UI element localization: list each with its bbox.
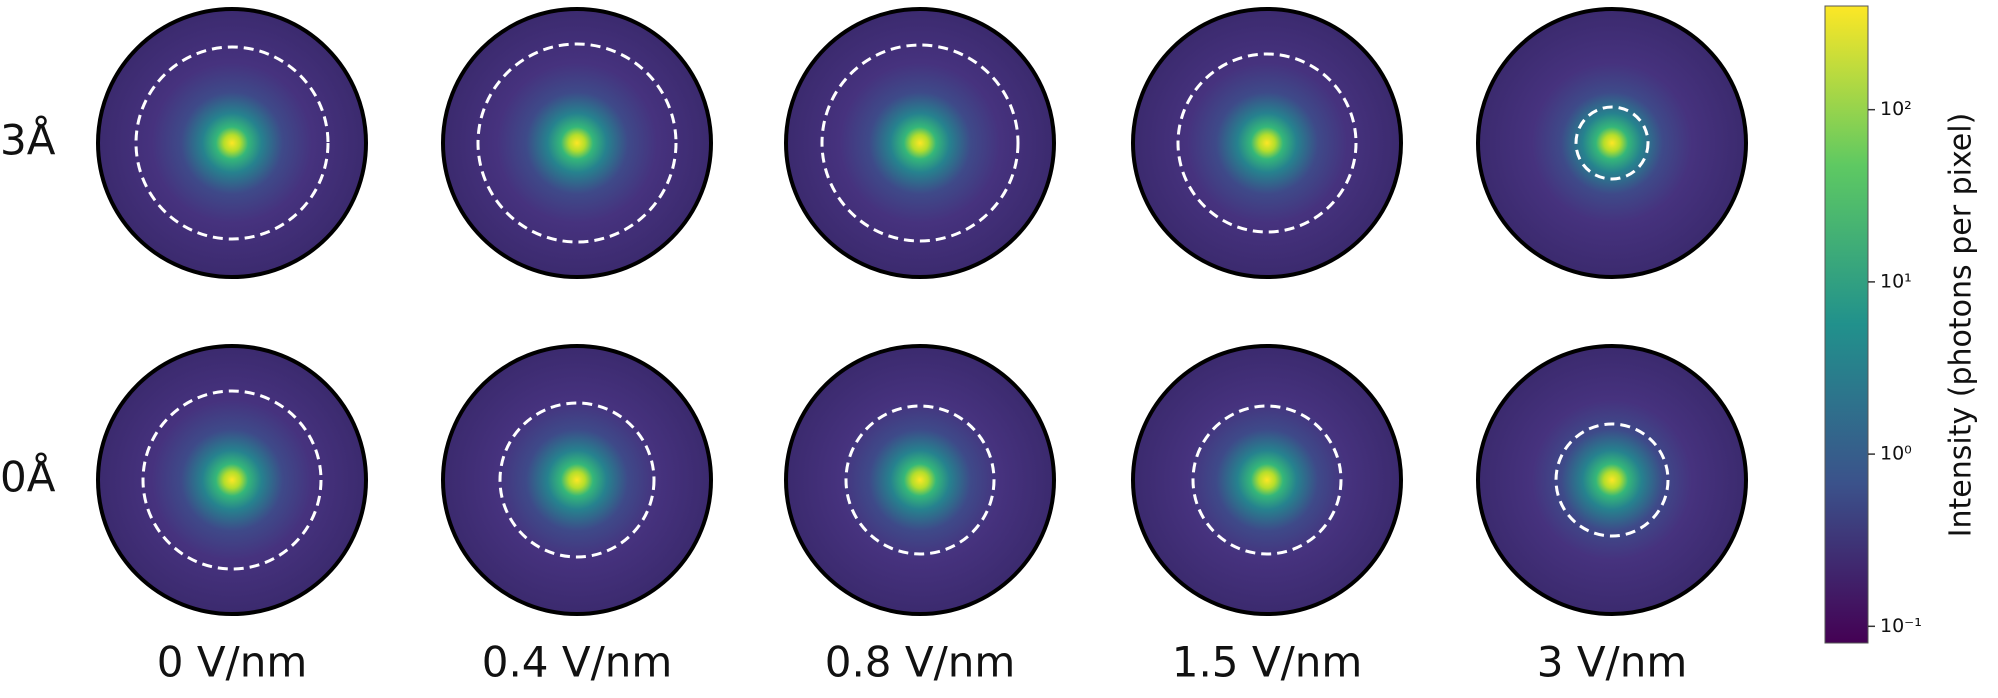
- resolution-ring: [1191, 404, 1343, 556]
- resolution-ring: [141, 389, 323, 571]
- diffraction-image: [1476, 344, 1748, 616]
- resolution-ring: [498, 401, 656, 559]
- resolution-ring: [1554, 422, 1670, 538]
- column-label: 0.4 V/nm: [482, 638, 673, 687]
- resolution-ring: [476, 42, 678, 244]
- diffraction-image: [784, 344, 1056, 616]
- diffraction-image: [441, 7, 713, 279]
- column-label: 0 V/nm: [157, 638, 308, 687]
- column-label: 1.5 V/nm: [1172, 638, 1363, 687]
- colorbar: [1824, 5, 1869, 644]
- diffraction-image: [1131, 344, 1403, 616]
- colorbar-label: Intensity (photons per pixel): [1944, 113, 1979, 538]
- diffraction-image: [441, 344, 713, 616]
- diffraction-image: [784, 7, 1056, 279]
- diffraction-image: [1476, 7, 1748, 279]
- diffraction-image: [1131, 7, 1403, 279]
- resolution-ring: [844, 404, 996, 556]
- colorbar-tick-label: 10⁻¹: [1880, 615, 1922, 637]
- diffraction-image: [96, 344, 368, 616]
- resolution-ring: [1176, 52, 1358, 234]
- colorbar-tick-label: 10⁰: [1880, 443, 1912, 465]
- column-label: 0.8 V/nm: [825, 638, 1016, 687]
- row-label: 3Å: [0, 115, 56, 165]
- resolution-ring: [134, 45, 330, 241]
- colorbar-tick-label: 10²: [1880, 98, 1912, 120]
- resolution-ring: [820, 43, 1020, 243]
- column-label: 3 V/nm: [1537, 638, 1688, 687]
- row-label: 0Å: [0, 452, 56, 502]
- panels: [96, 7, 1748, 616]
- resolution-ring: [1574, 105, 1650, 181]
- diffraction-image: [96, 7, 368, 279]
- colorbar-tick-label: 10¹: [1880, 270, 1912, 292]
